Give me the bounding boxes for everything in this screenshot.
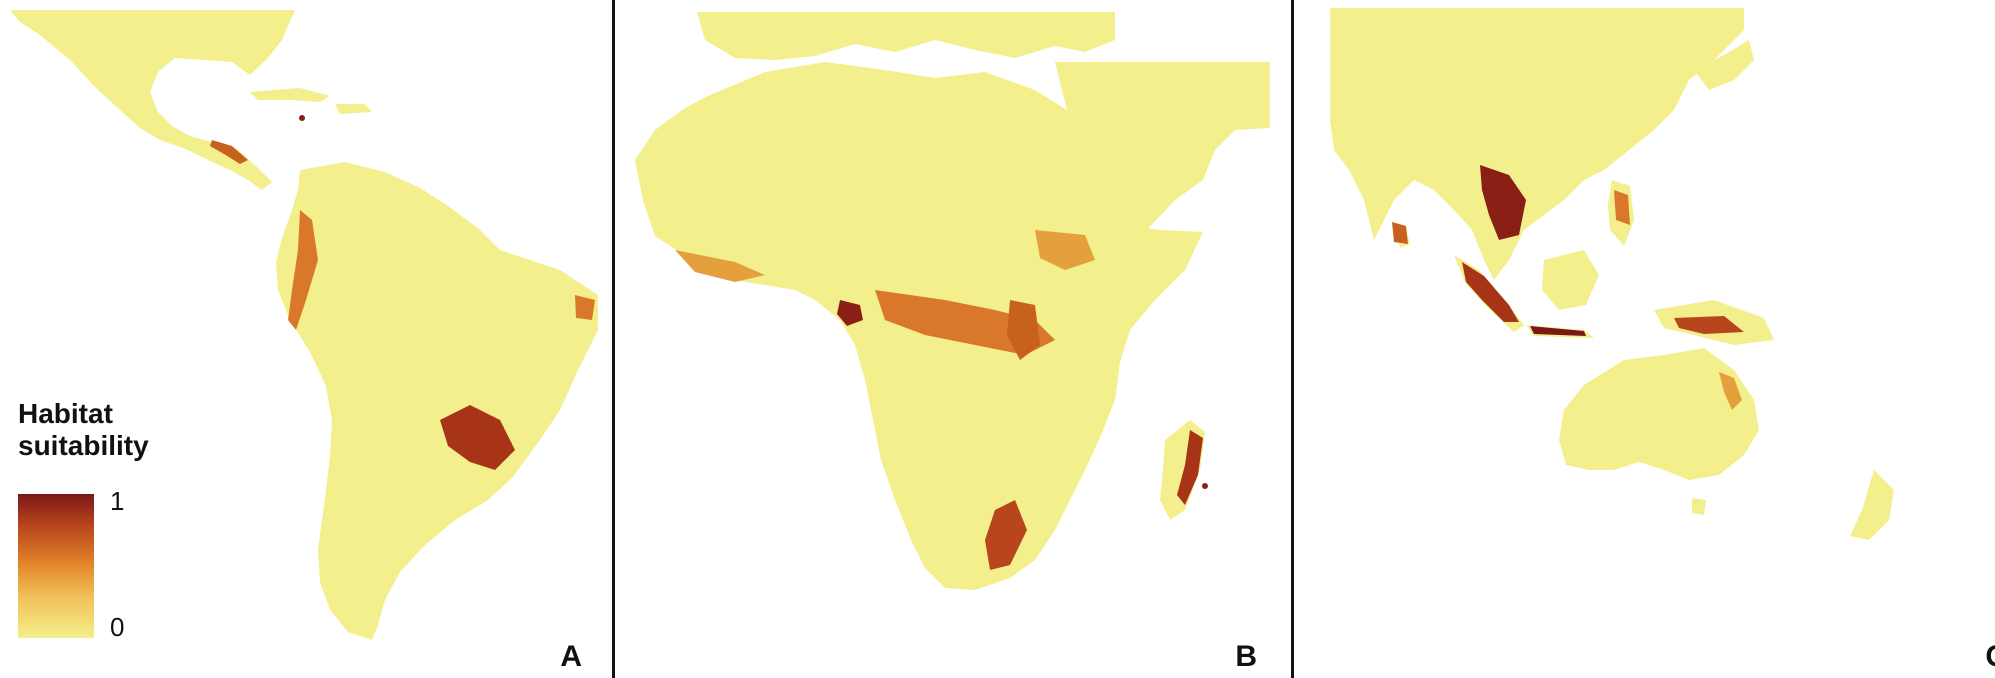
asia-australia-map <box>1330 8 1894 540</box>
hotspot-mascarene <box>1202 483 1208 489</box>
hotspot-cameroon <box>837 300 863 326</box>
south-america-landmass <box>276 162 598 640</box>
australia-landmass <box>1559 348 1759 480</box>
map-panel-africa: B <box>615 0 1291 678</box>
hotspot-australia-east-coast <box>1719 372 1742 410</box>
hispaniola-island <box>335 104 372 114</box>
panel-divider <box>1291 0 1294 678</box>
hotspot-new-guinea <box>1674 316 1744 334</box>
legend-title-line1: Habitat <box>18 398 113 429</box>
hotspot-central-america <box>210 140 248 164</box>
hotspot-madagascar-east <box>1177 430 1203 505</box>
map-panel-asia-australia: C <box>1294 0 1995 678</box>
panel-label-a: A <box>560 640 582 673</box>
north-america-landmass <box>10 10 295 190</box>
hotspot-philippines <box>1614 190 1630 225</box>
panel-label-b: B <box>1235 640 1257 673</box>
americas-map <box>10 10 598 640</box>
hotspot-ethiopia <box>1035 230 1095 270</box>
legend-color-ramp <box>18 494 94 638</box>
asia-landmass <box>1330 8 1744 280</box>
middle-east-landmass <box>1055 62 1270 240</box>
map-panel-americas: Habitat suitability 1 0 A <box>0 0 612 678</box>
europe-landmass <box>697 12 1115 60</box>
hotspot-andes <box>288 210 318 330</box>
hotspot-java <box>1530 326 1586 336</box>
hotspot-brazil-coast-north <box>575 295 595 320</box>
panel-label-c: C <box>1985 640 1995 674</box>
new-zealand-islands <box>1850 470 1894 540</box>
legend-max-label: 1 <box>110 486 125 516</box>
hotspot-east-africa <box>1007 300 1040 360</box>
hotspot-west-africa <box>675 250 765 282</box>
cuba-island <box>250 88 330 102</box>
panel-divider <box>612 0 615 678</box>
japan-island <box>1694 40 1754 90</box>
hotspot-brazil-coast <box>440 405 515 470</box>
legend-title-line2: suitability <box>18 430 149 461</box>
hotspot-indochina <box>1480 165 1526 240</box>
borneo-island <box>1542 250 1599 310</box>
africa-map <box>635 12 1270 590</box>
hotspot-south-india <box>1392 222 1408 244</box>
tasmania-island <box>1692 498 1706 515</box>
hotspot-caribbean <box>299 115 305 121</box>
hotspot-malay-sumatra <box>1462 262 1519 322</box>
hotspot-southeast-coast <box>985 500 1027 570</box>
legend-min-label: 0 <box>110 612 125 642</box>
habitat-suitability-legend: Habitat suitability 1 0 <box>18 398 218 642</box>
